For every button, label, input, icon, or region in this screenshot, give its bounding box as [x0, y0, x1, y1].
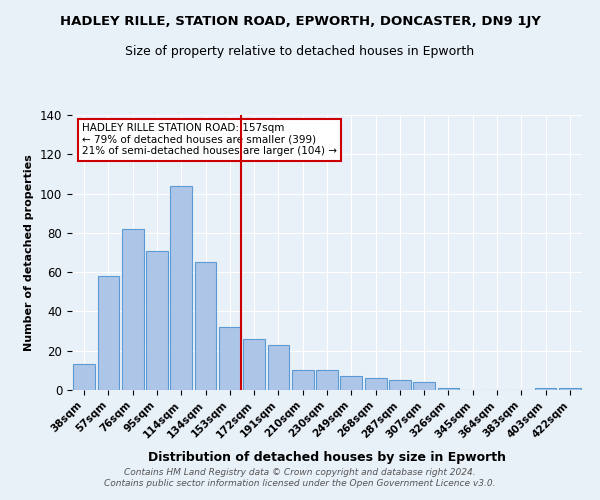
- Bar: [437, 388, 460, 390]
- Bar: [146, 250, 168, 390]
- Bar: [292, 370, 314, 390]
- Bar: [243, 339, 265, 390]
- Bar: [340, 376, 362, 390]
- Bar: [73, 364, 95, 390]
- Bar: [170, 186, 192, 390]
- Bar: [365, 378, 386, 390]
- Text: HADLEY RILLE, STATION ROAD, EPWORTH, DONCASTER, DN9 1JY: HADLEY RILLE, STATION ROAD, EPWORTH, DON…: [59, 15, 541, 28]
- Bar: [535, 388, 556, 390]
- X-axis label: Distribution of detached houses by size in Epworth: Distribution of detached houses by size …: [148, 450, 506, 464]
- Bar: [219, 327, 241, 390]
- Bar: [122, 229, 143, 390]
- Text: Contains HM Land Registry data © Crown copyright and database right 2024.
Contai: Contains HM Land Registry data © Crown c…: [104, 468, 496, 487]
- Bar: [97, 276, 119, 390]
- Y-axis label: Number of detached properties: Number of detached properties: [25, 154, 34, 351]
- Bar: [194, 262, 217, 390]
- Bar: [268, 345, 289, 390]
- Bar: [316, 370, 338, 390]
- Text: Size of property relative to detached houses in Epworth: Size of property relative to detached ho…: [125, 45, 475, 58]
- Text: HADLEY RILLE STATION ROAD: 157sqm
← 79% of detached houses are smaller (399)
21%: HADLEY RILLE STATION ROAD: 157sqm ← 79% …: [82, 123, 337, 156]
- Bar: [559, 388, 581, 390]
- Bar: [389, 380, 411, 390]
- Bar: [413, 382, 435, 390]
